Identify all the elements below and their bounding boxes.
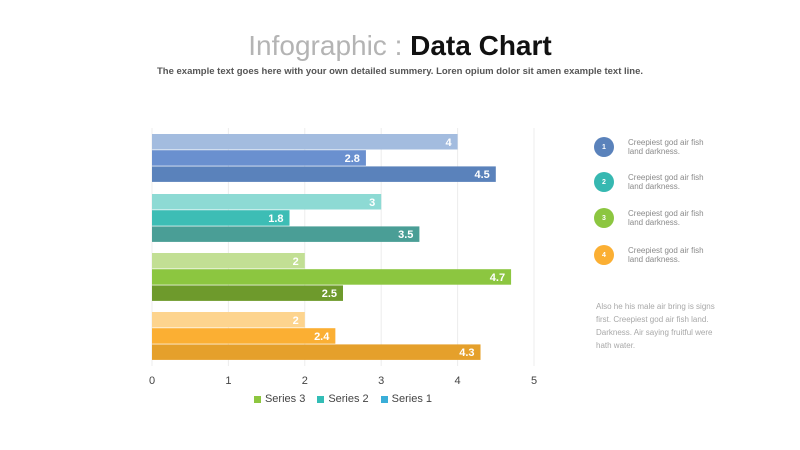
bar-value-label: 4.7 — [490, 272, 505, 284]
side-item-number-circle: 2 — [594, 172, 614, 192]
title-light: Infographic : — [248, 30, 411, 61]
bar — [152, 166, 496, 182]
bar — [152, 150, 366, 166]
legend-label: Series 2 — [328, 393, 369, 405]
bar-value-label: 2 — [293, 256, 299, 268]
bar — [152, 344, 481, 360]
side-paragraph: Also he his male air bring is signs firs… — [596, 302, 715, 350]
bar-value-label: 2 — [293, 315, 299, 327]
x-tick-label: 0 — [149, 375, 155, 387]
legend-swatch — [317, 395, 325, 403]
bar — [152, 210, 290, 226]
bar-value-label: 4 — [445, 137, 452, 149]
bar — [152, 312, 305, 328]
x-tick-label: 4 — [455, 375, 461, 387]
page-title: Infographic : Data Chart — [0, 28, 800, 64]
bar-value-label: 1.8 — [268, 213, 283, 225]
side-item-4: 4 Creepiest god air fish land darkness. — [594, 245, 710, 265]
legend-entry: Series 1 — [380, 393, 433, 405]
x-tick-label: 1 — [225, 375, 231, 387]
bar — [152, 269, 512, 285]
side-item-1: 1 Creepiest god air fish land darkness. — [594, 137, 710, 157]
bar-value-label: 2.8 — [345, 153, 360, 165]
side-item-2: 2 Creepiest god air fish land darkness. — [594, 172, 710, 192]
bar — [152, 134, 458, 150]
legend-entry: Series 2 — [317, 393, 369, 405]
chart-legend: Series 3 Series 2 Series 1 — [0, 393, 686, 405]
bar — [152, 226, 420, 242]
side-item-text: Creepiest god air fish land darkness. — [628, 137, 704, 157]
bar-value-label: 2.4 — [314, 331, 330, 343]
side-item-number-circle: 3 — [594, 208, 614, 228]
side-item-number-circle: 4 — [594, 245, 614, 265]
bar-value-label: 3.5 — [398, 229, 413, 241]
side-item-text: Creepiest god air fish land darkness. — [628, 208, 704, 228]
bar-value-label: 4.3 — [459, 347, 474, 359]
legend-label: Series 1 — [391, 393, 433, 405]
x-tick-label: 5 — [531, 375, 537, 387]
bar — [152, 253, 305, 269]
side-item-3: 3 Creepiest god air fish land darkness. — [594, 208, 710, 228]
bar-value-label: 2.5 — [322, 288, 337, 300]
legend-entry: Series 3 — [253, 393, 306, 405]
legend-label: Series 3 — [264, 393, 306, 405]
legend-swatch — [253, 395, 261, 403]
bar-value-label: 4.5 — [475, 169, 490, 181]
bar — [152, 328, 336, 344]
side-item-text: Creepiest god air fish land darkness. — [628, 172, 704, 192]
side-item-text: Creepiest god air fish land darkness. — [628, 245, 704, 265]
bar-value-label: 3 — [369, 197, 375, 209]
page-subtitle: The example text goes here with your own… — [156, 66, 644, 77]
title-bold: Data Chart — [410, 30, 552, 61]
bar — [152, 285, 343, 301]
side-item-number-circle: 1 — [594, 137, 614, 157]
x-tick-label: 2 — [302, 375, 308, 387]
bar — [152, 194, 382, 210]
x-tick-label: 3 — [378, 375, 384, 387]
legend-swatch — [380, 395, 388, 403]
